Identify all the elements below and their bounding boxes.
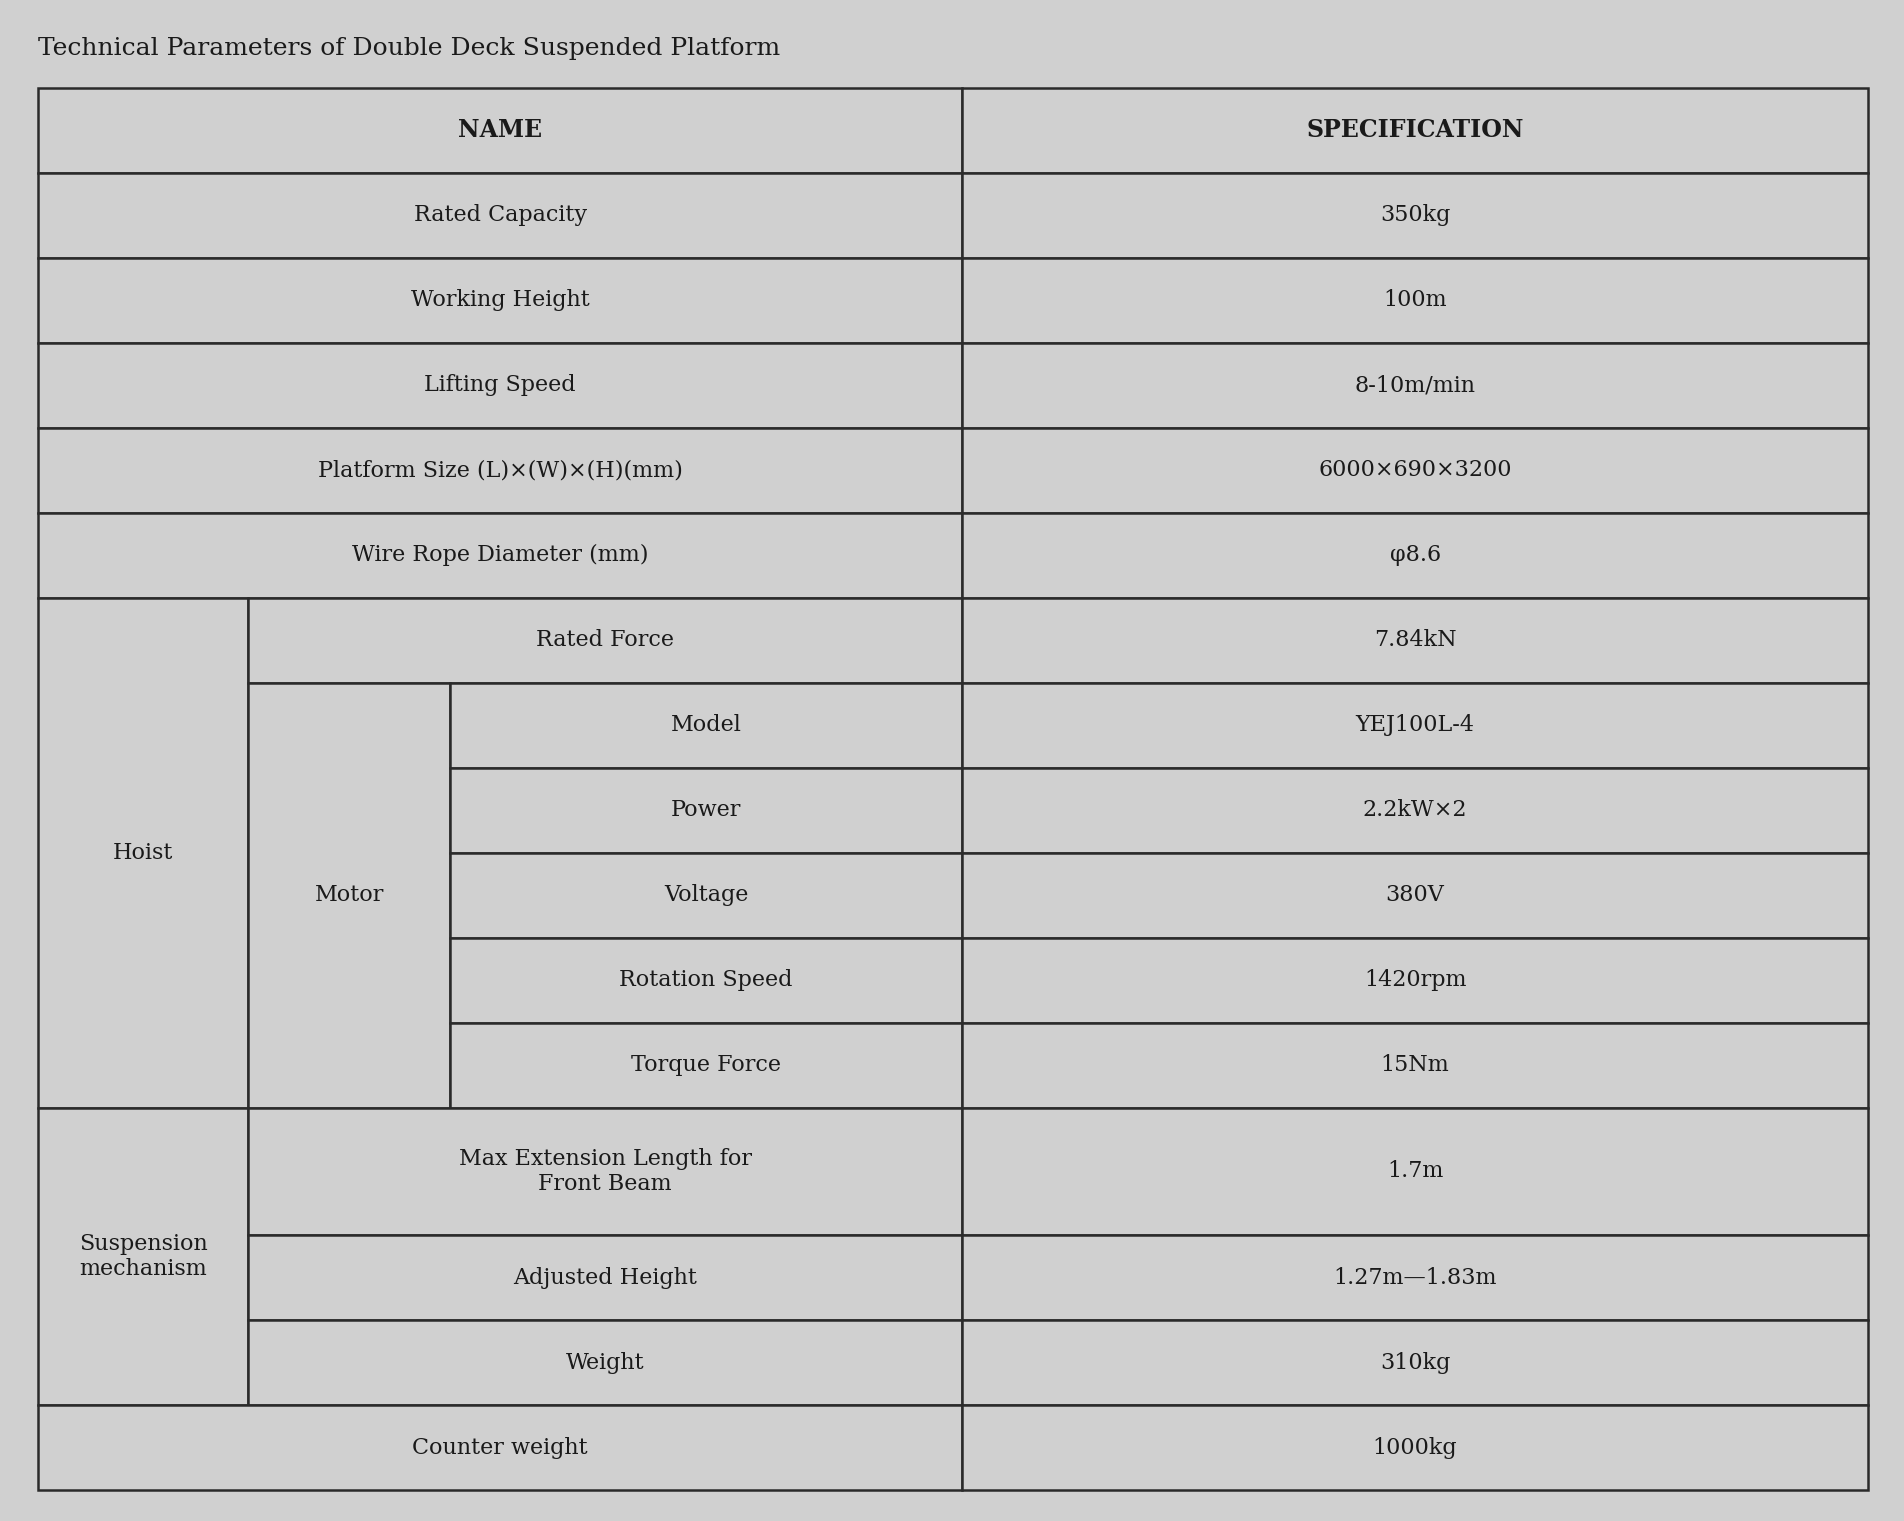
Text: Wire Rope Diameter (mm): Wire Rope Diameter (mm) xyxy=(352,545,649,566)
Text: NAME: NAME xyxy=(459,119,543,143)
Text: Working Height: Working Height xyxy=(411,289,590,312)
Text: Weight: Weight xyxy=(565,1352,645,1373)
Bar xyxy=(962,598,1868,683)
Text: Model: Model xyxy=(670,715,741,736)
Bar xyxy=(38,173,962,259)
Bar xyxy=(449,853,962,938)
Bar xyxy=(962,513,1868,598)
Bar xyxy=(962,427,1868,513)
Text: Max Extension Length for
Front Beam: Max Extension Length for Front Beam xyxy=(459,1148,752,1196)
Bar xyxy=(38,427,962,513)
Text: Counter weight: Counter weight xyxy=(413,1436,588,1459)
Bar xyxy=(962,1405,1868,1491)
Bar xyxy=(962,683,1868,768)
Bar xyxy=(962,173,1868,259)
Text: 1000kg: 1000kg xyxy=(1373,1436,1457,1459)
Text: 1.7m: 1.7m xyxy=(1386,1161,1443,1182)
Bar xyxy=(449,768,962,853)
Bar xyxy=(248,1107,962,1235)
Bar xyxy=(962,768,1868,853)
Text: 100m: 100m xyxy=(1384,289,1447,312)
Text: Motor: Motor xyxy=(314,884,385,907)
Bar xyxy=(248,598,962,683)
Text: Torque Force: Torque Force xyxy=(630,1054,781,1077)
Text: Lifting Speed: Lifting Speed xyxy=(425,374,575,397)
Bar xyxy=(962,938,1868,1022)
Text: 350kg: 350kg xyxy=(1380,204,1451,227)
Bar xyxy=(248,683,449,1107)
Bar xyxy=(38,88,962,173)
Bar xyxy=(248,1235,962,1320)
Text: Voltage: Voltage xyxy=(664,884,748,907)
Bar xyxy=(449,683,962,768)
Bar xyxy=(248,1320,962,1405)
Text: YEJ100L-4: YEJ100L-4 xyxy=(1356,715,1474,736)
Text: Power: Power xyxy=(670,799,741,821)
Bar xyxy=(962,1022,1868,1107)
Bar xyxy=(962,259,1868,342)
Text: 1420rpm: 1420rpm xyxy=(1363,969,1466,992)
Text: 8-10m/min: 8-10m/min xyxy=(1354,374,1476,397)
Text: Platform Size (L)×(W)×(H)(mm): Platform Size (L)×(W)×(H)(mm) xyxy=(318,459,682,481)
Text: SPECIFICATION: SPECIFICATION xyxy=(1306,119,1523,143)
Text: Technical Parameters of Double Deck Suspended Platform: Technical Parameters of Double Deck Susp… xyxy=(38,37,781,59)
Text: Suspension
mechanism: Suspension mechanism xyxy=(78,1232,208,1281)
Bar xyxy=(962,88,1868,173)
Text: 15Nm: 15Nm xyxy=(1380,1054,1449,1077)
Bar xyxy=(962,1107,1868,1235)
Text: φ8.6: φ8.6 xyxy=(1390,545,1441,566)
Bar xyxy=(962,1320,1868,1405)
Bar xyxy=(449,938,962,1022)
Bar xyxy=(962,1235,1868,1320)
Text: 2.2kW×2: 2.2kW×2 xyxy=(1363,799,1468,821)
Bar xyxy=(38,513,962,598)
Bar xyxy=(962,342,1868,427)
Text: 380V: 380V xyxy=(1386,884,1445,907)
Bar xyxy=(38,342,962,427)
Bar xyxy=(38,598,248,1107)
Text: 1.27m—1.83m: 1.27m—1.83m xyxy=(1333,1267,1497,1288)
Bar xyxy=(38,1107,248,1405)
Text: Rated Capacity: Rated Capacity xyxy=(413,204,586,227)
Bar xyxy=(38,259,962,342)
Text: 6000×690×3200: 6000×690×3200 xyxy=(1318,459,1512,481)
Bar xyxy=(449,1022,962,1107)
Text: 310kg: 310kg xyxy=(1380,1352,1451,1373)
Bar xyxy=(38,1405,962,1491)
Text: Rotation Speed: Rotation Speed xyxy=(619,969,792,992)
Text: Adjusted Height: Adjusted Height xyxy=(514,1267,697,1288)
Text: Hoist: Hoist xyxy=(112,841,173,864)
Text: Rated Force: Rated Force xyxy=(537,630,674,651)
Text: 7.84kN: 7.84kN xyxy=(1375,630,1457,651)
Bar xyxy=(962,853,1868,938)
